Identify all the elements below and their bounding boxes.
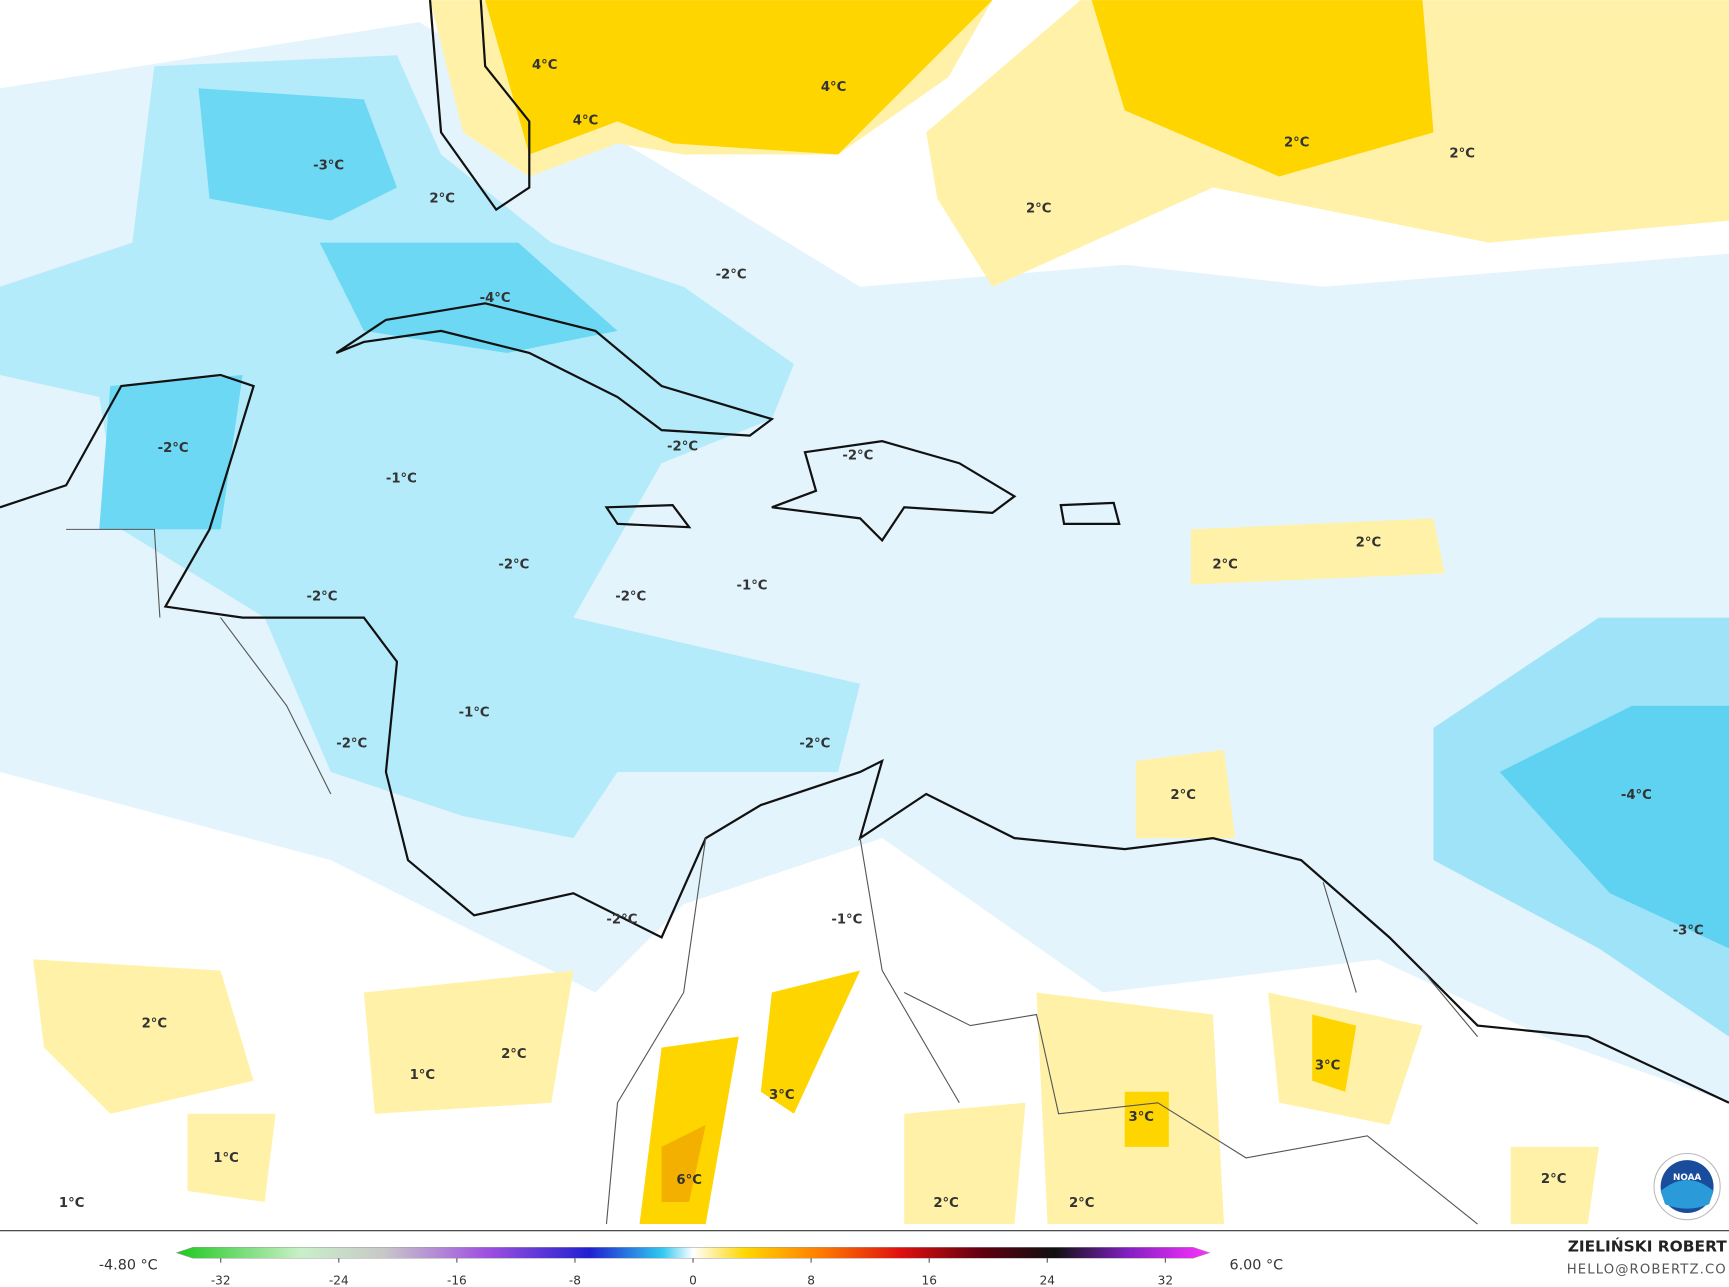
- contour-label: 2°C: [1284, 135, 1310, 150]
- colorbar-ticks: -32 -24 -16 -8 0 8 16 24 32: [211, 1258, 1173, 1287]
- contour-label: -3°C: [1673, 924, 1704, 939]
- colorbar-tick-label: 16: [921, 1274, 936, 1287]
- coastlines: [0, 0, 1729, 1104]
- contour-label: 3°C: [1129, 1110, 1155, 1125]
- contour-label: -2°C: [606, 913, 637, 928]
- logo-text: NOAA: [1673, 1173, 1701, 1183]
- contour-label: -4°C: [1621, 788, 1652, 803]
- contour-label: -3°C: [313, 158, 344, 173]
- contour-label: -2°C: [615, 590, 646, 605]
- colorbar-tick-label: -24: [329, 1274, 349, 1287]
- contact: HELLO@ROBERTZ.CO: [1567, 1263, 1727, 1278]
- colorbar-tick-label: 0: [689, 1274, 697, 1287]
- contour-label: 2°C: [1170, 788, 1196, 803]
- colorbar-tick-label: -16: [447, 1274, 467, 1287]
- colorbar-tick-label: -32: [211, 1274, 231, 1287]
- contour-label: -2°C: [842, 448, 873, 463]
- colorbar-tick-label: 24: [1040, 1274, 1056, 1287]
- contour-label: -1°C: [386, 472, 417, 487]
- contour-label: -2°C: [716, 268, 747, 283]
- contour-label: 1°C: [59, 1196, 85, 1211]
- contour-label: -2°C: [306, 590, 337, 605]
- contour-label: 2°C: [1449, 146, 1475, 161]
- contour-label: 2°C: [1212, 558, 1238, 573]
- contour-label: 4°C: [821, 80, 847, 95]
- colorbar-min: -4.80 °C: [99, 1257, 158, 1273]
- contour-label: 2°C: [1069, 1196, 1095, 1211]
- contour-labels: 4°C 4°C 4°C 2°C 2°C -3°C 2°C 2°C -2°C -4°C -2°C -2°…: [59, 58, 1704, 1211]
- contour-label: 6°C: [676, 1173, 702, 1188]
- contour-label: 4°C: [573, 113, 599, 128]
- colorbar-tick-label: 32: [1158, 1274, 1173, 1287]
- contour-label: -1°C: [737, 579, 768, 594]
- contour-label: 1°C: [213, 1151, 239, 1166]
- contour-label: -1°C: [831, 913, 862, 928]
- contour-label: 2°C: [142, 1016, 168, 1031]
- colorbar-max: 6.00 °C: [1229, 1257, 1283, 1273]
- noaa-logo: NOAA: [1653, 1152, 1721, 1221]
- contour-label: 4°C: [532, 58, 558, 73]
- contour-label: -2°C: [498, 558, 529, 573]
- contour-label: -1°C: [459, 705, 490, 720]
- contour-label: 2°C: [1026, 201, 1052, 216]
- field: [0, 0, 1729, 1225]
- contour-label: 2°C: [933, 1196, 959, 1211]
- contour-label: 2°C: [501, 1047, 527, 1062]
- contour-label: -2°C: [667, 440, 698, 455]
- contour-label: 3°C: [1315, 1058, 1341, 1073]
- colorbar-tick-label: -8: [569, 1274, 581, 1287]
- contour-label: 2°C: [429, 192, 455, 207]
- contour-label: -2°C: [158, 441, 189, 456]
- contour-label: 2°C: [1541, 1172, 1567, 1187]
- contour-label: -2°C: [799, 736, 830, 751]
- contour-label: -2°C: [336, 736, 367, 751]
- colorbar: [175, 1246, 1211, 1259]
- contour-label: 1°C: [410, 1068, 436, 1083]
- author: ZIELIŃSKI ROBERT: [1568, 1237, 1728, 1256]
- contour-label: 3°C: [769, 1088, 795, 1103]
- contour-label: 2°C: [1356, 536, 1382, 551]
- contour-label: -4°C: [480, 291, 511, 306]
- colorbar-tick-label: 8: [807, 1274, 815, 1287]
- borders: [66, 528, 1479, 1225]
